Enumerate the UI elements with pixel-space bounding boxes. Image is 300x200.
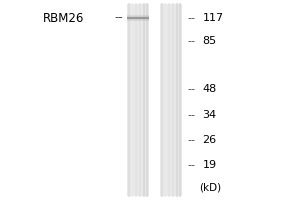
Text: --: --: [188, 84, 196, 94]
Text: 85: 85: [202, 36, 217, 46]
Text: --: --: [188, 110, 196, 120]
Text: 26: 26: [202, 135, 217, 145]
Text: (kD): (kD): [200, 182, 222, 192]
Bar: [127, 17, 149, 19]
Text: RBM26: RBM26: [43, 11, 84, 24]
Text: --: --: [188, 36, 196, 46]
Text: 19: 19: [202, 160, 217, 170]
Bar: [160, 4, 182, 196]
Text: 48: 48: [202, 84, 217, 94]
Text: --: --: [188, 160, 196, 170]
Bar: [127, 18, 149, 19]
Bar: [127, 17, 149, 18]
Text: --: --: [188, 135, 196, 145]
Bar: [127, 19, 149, 20]
Text: 34: 34: [202, 110, 217, 120]
Bar: [127, 15, 149, 16]
Bar: [127, 4, 149, 196]
Bar: [127, 16, 149, 17]
Text: --: --: [114, 11, 123, 24]
Text: 117: 117: [202, 13, 224, 23]
Text: --: --: [188, 13, 196, 23]
Bar: [127, 20, 149, 21]
